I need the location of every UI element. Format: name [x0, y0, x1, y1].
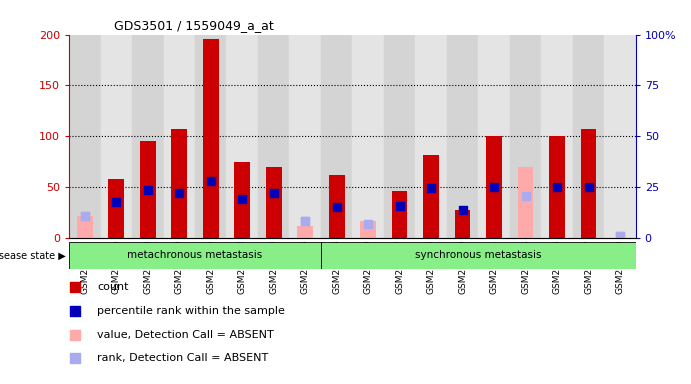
Bar: [290, 35, 321, 238]
Bar: [549, 165, 565, 238]
Bar: [164, 35, 195, 238]
Bar: [266, 167, 281, 238]
Bar: [140, 141, 155, 238]
Text: percentile rank within the sample: percentile rank within the sample: [97, 306, 285, 316]
Point: [79, 213, 91, 219]
Bar: [580, 129, 596, 238]
Point: [237, 196, 248, 202]
Point: [426, 185, 437, 191]
Point: [363, 221, 374, 227]
Point: [300, 218, 311, 224]
Bar: [510, 35, 541, 238]
Text: metachronous metastasis: metachronous metastasis: [127, 250, 263, 260]
Bar: [101, 35, 132, 238]
Bar: [132, 35, 164, 238]
Text: rank, Detection Call = ABSENT: rank, Detection Call = ABSENT: [97, 353, 269, 363]
Bar: [447, 35, 478, 238]
Bar: [195, 35, 227, 238]
Bar: [455, 221, 471, 238]
Text: synchronous metastasis: synchronous metastasis: [415, 250, 542, 260]
Bar: [297, 226, 313, 238]
Bar: [549, 136, 565, 238]
Text: GDS3501 / 1559049_a_at: GDS3501 / 1559049_a_at: [115, 19, 274, 32]
Point: [142, 187, 153, 193]
Text: disease state ▶: disease state ▶: [0, 250, 66, 260]
Bar: [415, 35, 447, 238]
Bar: [203, 39, 218, 238]
Bar: [360, 221, 376, 238]
Point: [331, 204, 342, 210]
Bar: [321, 35, 352, 238]
Bar: [234, 162, 250, 238]
Bar: [455, 210, 471, 238]
Point: [268, 190, 279, 196]
Bar: [423, 155, 439, 238]
Point: [394, 202, 405, 209]
Bar: [541, 35, 573, 238]
Point: [551, 184, 562, 190]
Bar: [329, 175, 345, 238]
Bar: [392, 191, 408, 238]
Point: [173, 190, 184, 196]
Bar: [321, 242, 636, 269]
Bar: [258, 35, 290, 238]
Bar: [518, 167, 533, 238]
Bar: [478, 35, 510, 238]
Text: count: count: [97, 282, 129, 292]
Point: [111, 199, 122, 205]
Bar: [108, 179, 124, 238]
Bar: [227, 35, 258, 238]
Bar: [486, 136, 502, 238]
Point: [300, 218, 311, 224]
Bar: [171, 129, 187, 238]
Bar: [69, 35, 101, 238]
Point: [489, 184, 500, 190]
Bar: [266, 226, 281, 238]
Bar: [77, 216, 93, 238]
Point: [583, 184, 594, 190]
Point: [205, 178, 216, 184]
Text: value, Detection Call = ABSENT: value, Detection Call = ABSENT: [97, 329, 274, 339]
Bar: [69, 242, 321, 269]
Bar: [384, 35, 415, 238]
Bar: [573, 35, 604, 238]
Point: [399, 93, 410, 99]
Bar: [604, 35, 636, 238]
Point: [614, 233, 625, 239]
Point: [457, 207, 468, 213]
Point: [79, 213, 91, 219]
Point: [520, 193, 531, 199]
Bar: [352, 35, 384, 238]
Point: [614, 233, 625, 239]
